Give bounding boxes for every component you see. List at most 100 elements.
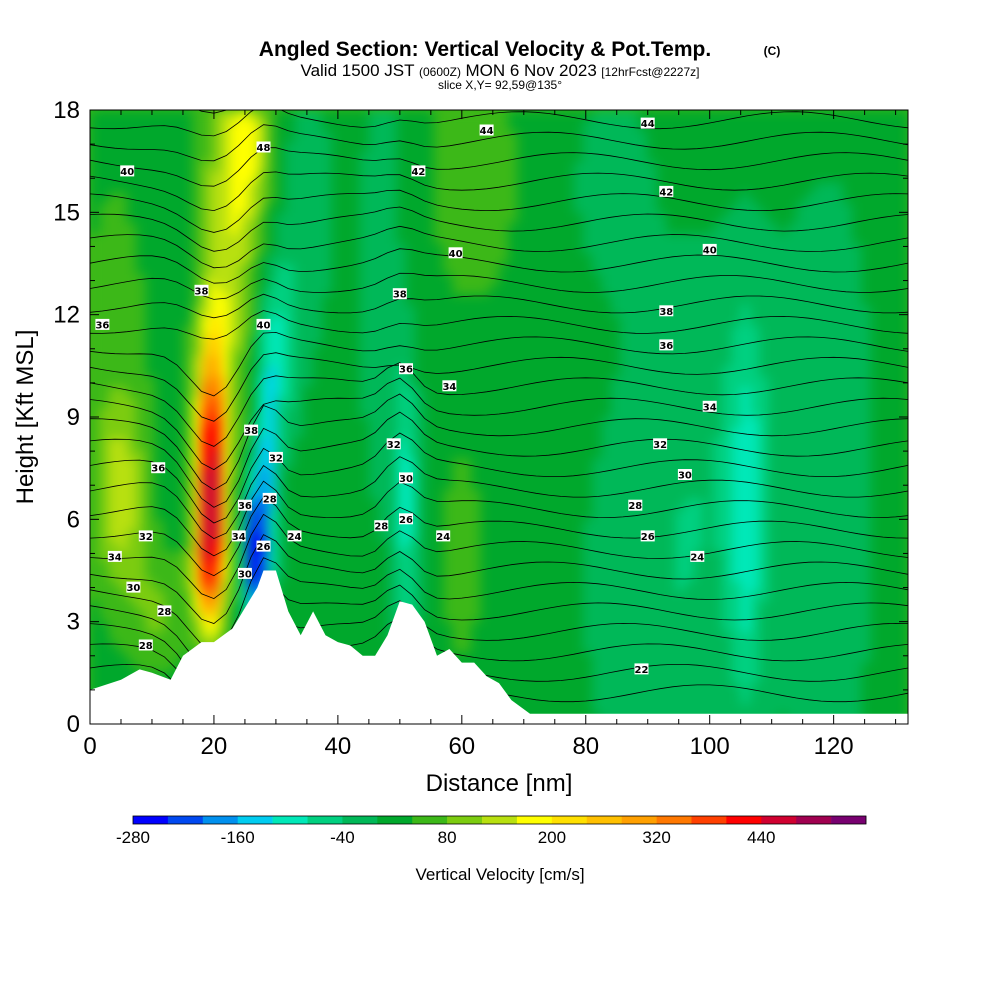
field-cell xyxy=(145,171,156,183)
field-cell xyxy=(359,468,370,479)
field-cell xyxy=(601,703,612,715)
field-cell xyxy=(359,611,370,623)
field-cell xyxy=(210,386,221,398)
field-cell xyxy=(703,631,714,643)
field-cell xyxy=(684,120,695,131)
field-cell xyxy=(657,161,667,172)
field-cell xyxy=(452,591,463,602)
field-cell xyxy=(852,642,863,653)
field-cell xyxy=(564,591,574,602)
field-cell xyxy=(201,550,212,561)
field-cell xyxy=(396,191,407,203)
field-cell xyxy=(861,611,872,623)
field-cell xyxy=(703,427,714,438)
field-cell xyxy=(796,437,807,449)
field-cell xyxy=(703,110,714,121)
field-cell xyxy=(396,580,407,592)
field-cell xyxy=(164,631,175,643)
field-cell xyxy=(127,345,138,357)
field-cell xyxy=(499,150,509,162)
field-cell xyxy=(787,621,798,633)
field-cell xyxy=(805,253,816,265)
field-cell xyxy=(815,683,825,694)
field-cell xyxy=(647,591,658,602)
field-cell xyxy=(824,386,835,398)
field-cell xyxy=(368,376,379,387)
field-cell xyxy=(545,284,556,295)
field-cell xyxy=(703,212,714,224)
field-cell xyxy=(610,181,621,193)
field-cell xyxy=(545,570,556,582)
field-cell xyxy=(582,672,593,684)
field-cell xyxy=(350,120,361,131)
field-cell xyxy=(722,652,732,664)
field-cell xyxy=(443,304,454,316)
field-cell xyxy=(833,284,844,295)
field-cell xyxy=(378,294,389,305)
field-cell xyxy=(192,631,203,643)
field-cell xyxy=(471,294,481,305)
field-cell xyxy=(378,498,389,510)
field-cell xyxy=(526,591,537,602)
field-cell xyxy=(684,150,695,162)
field-cell xyxy=(331,110,342,121)
field-cell xyxy=(536,580,547,592)
field-cell xyxy=(210,570,221,582)
field-cell xyxy=(777,672,788,684)
field-cell xyxy=(341,171,351,183)
field-cell xyxy=(248,212,258,224)
field-cell xyxy=(777,181,788,193)
field-cell xyxy=(322,130,333,142)
field-cell xyxy=(136,560,147,572)
field-cell xyxy=(712,560,723,572)
field-cell xyxy=(192,161,203,172)
field-cell xyxy=(666,243,677,254)
field-cell xyxy=(564,263,574,275)
field-cell xyxy=(331,335,342,346)
field-cell xyxy=(117,652,128,664)
field-cell xyxy=(489,631,500,643)
field-cell xyxy=(480,181,491,193)
field-cell xyxy=(861,652,872,664)
field-cell xyxy=(824,232,835,244)
field-cell xyxy=(638,376,649,387)
field-cell xyxy=(619,284,630,295)
field-cell xyxy=(489,417,500,428)
field-cell xyxy=(712,110,723,121)
field-cell xyxy=(303,355,314,367)
field-cell xyxy=(471,324,481,336)
field-cell xyxy=(452,539,463,551)
field-cell xyxy=(210,273,221,285)
field-cell xyxy=(740,376,751,387)
field-cell xyxy=(824,273,835,285)
field-cell xyxy=(545,693,556,705)
field-cell xyxy=(183,222,193,234)
field-cell xyxy=(694,365,705,377)
field-cell xyxy=(545,212,556,224)
field-cell xyxy=(108,212,119,224)
field-cell xyxy=(183,110,193,121)
field-cell xyxy=(554,212,565,224)
field-cell xyxy=(517,324,528,336)
field-cell xyxy=(220,212,230,224)
field-cell xyxy=(657,386,667,398)
field-cell xyxy=(489,457,500,469)
field-cell xyxy=(694,621,705,633)
field-cell xyxy=(452,355,463,367)
field-cell xyxy=(368,611,379,623)
field-cell xyxy=(183,120,193,131)
field-cell xyxy=(675,181,686,193)
field-cell xyxy=(619,150,630,162)
field-cell xyxy=(452,212,463,224)
field-cell xyxy=(471,181,481,193)
field-cell xyxy=(684,652,695,664)
field-cell xyxy=(443,181,454,193)
field-cell xyxy=(833,376,844,387)
field-cell xyxy=(322,345,333,357)
field-cell xyxy=(582,570,593,582)
field-cell xyxy=(852,447,863,459)
field-cell xyxy=(508,529,519,541)
field-cell xyxy=(499,478,509,490)
field-cell xyxy=(824,161,835,172)
field-cell xyxy=(684,539,695,551)
